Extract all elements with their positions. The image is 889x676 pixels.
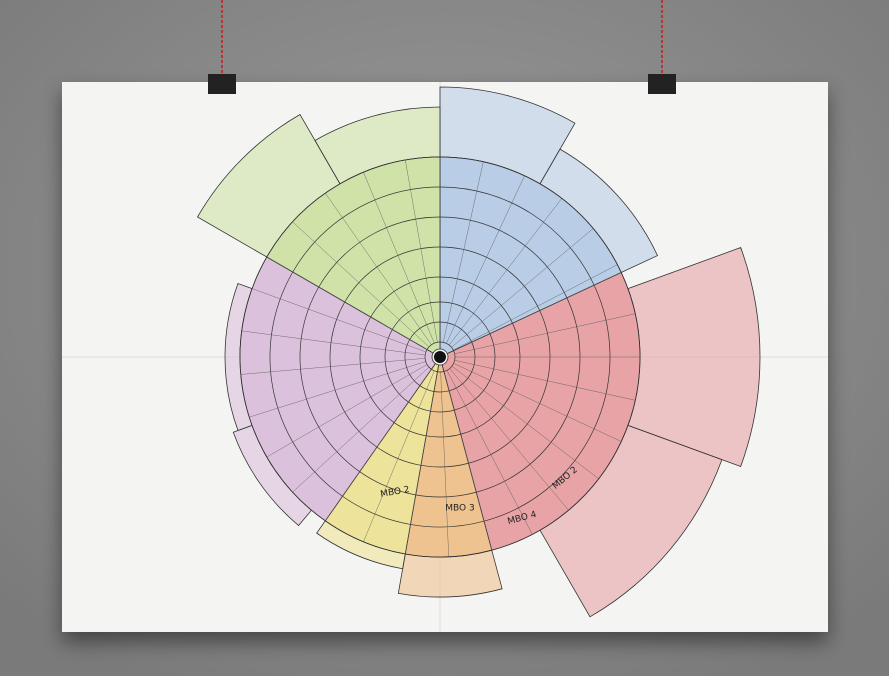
binder-clip: [648, 74, 676, 94]
page: MBO 2MBO 3MBO 4MBO 2 (() => { const data…: [0, 0, 889, 676]
segment-label: MBO 3: [445, 504, 474, 514]
outer-block: [398, 550, 502, 597]
binder-clip: [208, 74, 236, 94]
photo: MBO 2MBO 3MBO 4MBO 2: [0, 0, 889, 676]
center-dot: [434, 351, 446, 363]
